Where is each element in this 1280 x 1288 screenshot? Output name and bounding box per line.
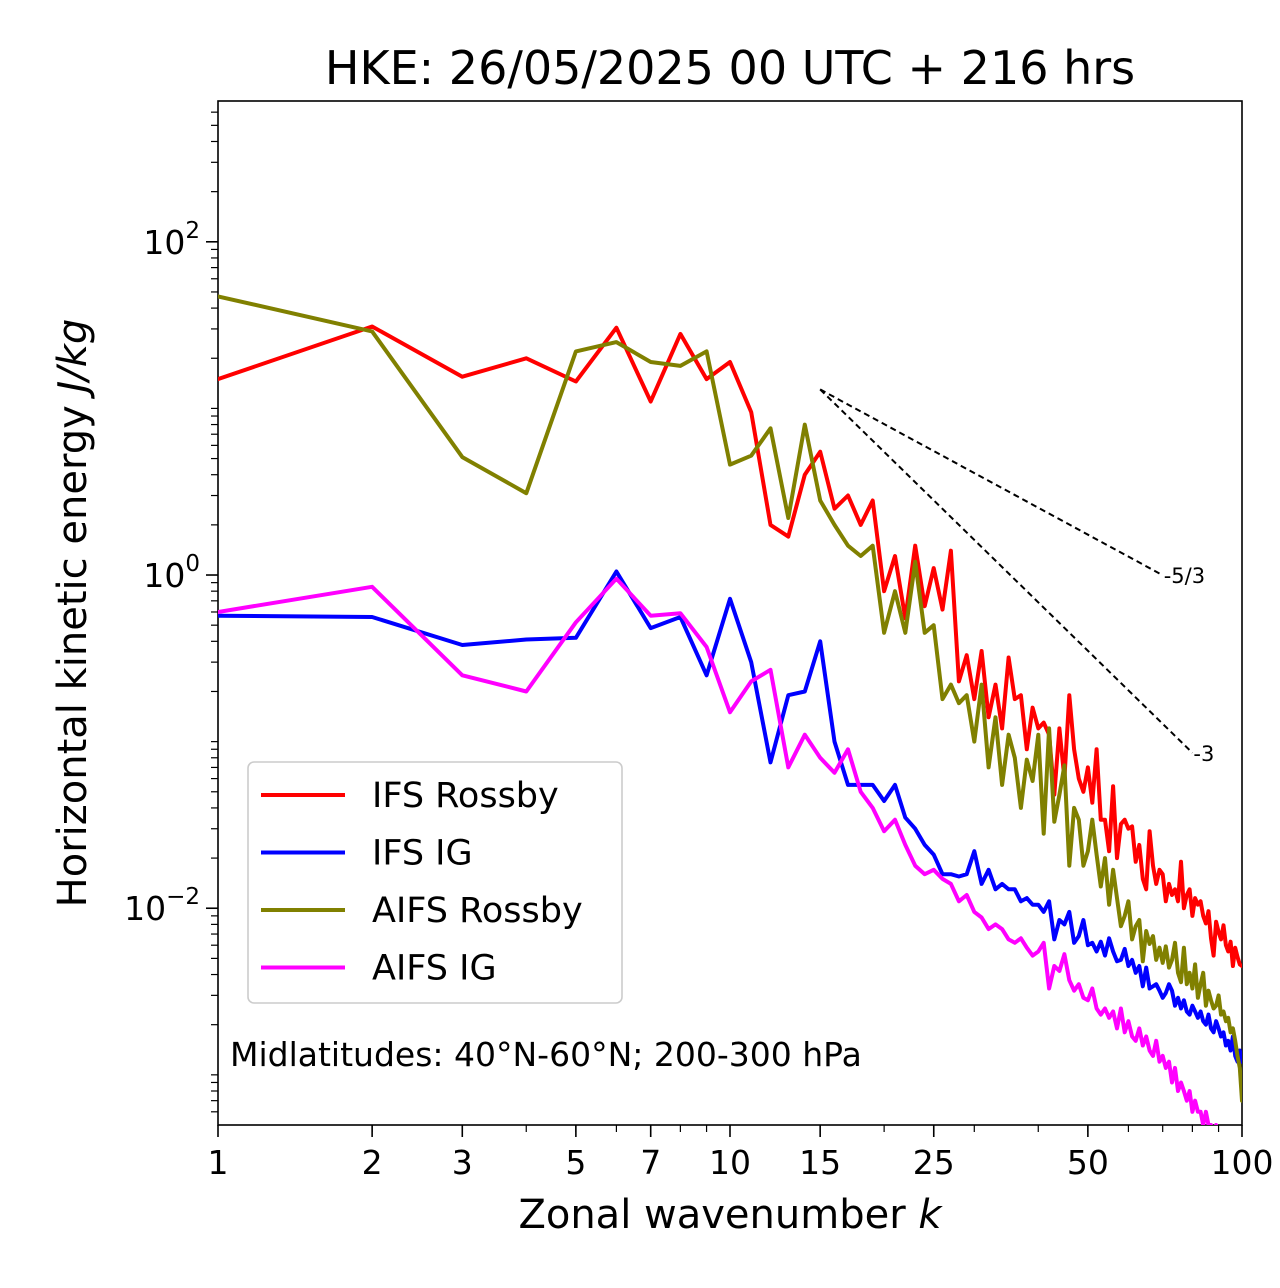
y-tick-base: 10	[143, 556, 185, 595]
reference-line-label: -5/3	[1164, 564, 1205, 588]
region-annotation: Midlatitudes: 40°N-60°N; 200-300 hPa	[230, 1035, 862, 1074]
x-tick-label: 10	[709, 1143, 751, 1182]
series-ifs-ig	[218, 569, 1242, 1064]
y-axis-unit: J/kg	[50, 319, 96, 400]
legend-label: IFS Rossby	[372, 776, 559, 816]
x-minor-ticks	[371, 1125, 1220, 1132]
y-minor-ticks	[211, 111, 218, 1113]
series-layer	[218, 294, 1242, 1125]
x-axis-variable: k	[918, 1192, 943, 1238]
x-tick-label: 25	[913, 1143, 955, 1182]
x-tick-label: 3	[452, 1143, 473, 1182]
series-ifs-rossby	[218, 324, 1242, 968]
legend-label: AIFS IG	[372, 949, 497, 989]
x-axis-label-text: Zonal wavenumber	[518, 1192, 906, 1238]
series-line-aifs-rossby	[218, 294, 1242, 1103]
y-tick-base: 10	[124, 889, 166, 928]
legend-entry: AIFS Rossby	[261, 891, 583, 931]
legend-label: AIFS Rossby	[372, 891, 583, 931]
x-axis-label: Zonal wavenumber k	[518, 1192, 943, 1238]
y-tick-label: 102	[143, 218, 200, 262]
y-tick-exponent: 2	[185, 218, 200, 244]
series-aifs-ig	[218, 576, 1219, 1125]
legend-label: IFS IG	[372, 834, 473, 874]
y-tick-label: 100	[143, 551, 200, 595]
x-tick-label: 100	[1211, 1143, 1274, 1182]
y-axis-label: Horizontal kinetic energy J/kg	[50, 319, 96, 908]
series-aifs-rossby	[218, 294, 1242, 1103]
reference-line	[819, 388, 1164, 577]
legend-entry: IFS Rossby	[261, 776, 559, 816]
x-tick-label: 7	[640, 1143, 661, 1182]
y-axis-label-text: Horizontal kinetic energy	[50, 405, 96, 907]
series-line-aifs-ig	[218, 576, 1219, 1125]
y-tick-exponent: 0	[185, 551, 200, 577]
chart-title: HKE: 26/05/2025 00 UTC + 216 hrs	[325, 41, 1135, 95]
series-line-ifs-rossby	[218, 324, 1242, 968]
x-tick-label: 50	[1067, 1143, 1109, 1182]
x-major-ticks: 1 2 3 5 7 10 15 25 50 100	[208, 1125, 1274, 1182]
x-tick-label: 1	[208, 1143, 229, 1182]
legend-box	[247, 761, 623, 1004]
x-tick-label: 2	[362, 1143, 383, 1182]
reference-line	[819, 388, 1194, 754]
legend-entries: IFS Rossby IFS IG AIFS Rossby AIFS IG	[261, 776, 583, 989]
reference-lines: -5/3 -3	[819, 388, 1214, 766]
reference-line-label: -3	[1193, 742, 1214, 766]
legend: IFS Rossby IFS IG AIFS Rossby AIFS IG	[247, 761, 623, 1004]
y-tick-exponent: −2	[166, 884, 200, 910]
x-tick-label: 15	[799, 1143, 841, 1182]
y-tick-label: 10−2	[124, 884, 200, 928]
legend-entry: AIFS IG	[261, 949, 497, 989]
legend-entry: IFS IG	[261, 834, 473, 874]
y-tick-base: 10	[143, 223, 185, 262]
series-line-ifs-ig	[218, 569, 1242, 1064]
x-tick-label: 5	[565, 1143, 586, 1182]
